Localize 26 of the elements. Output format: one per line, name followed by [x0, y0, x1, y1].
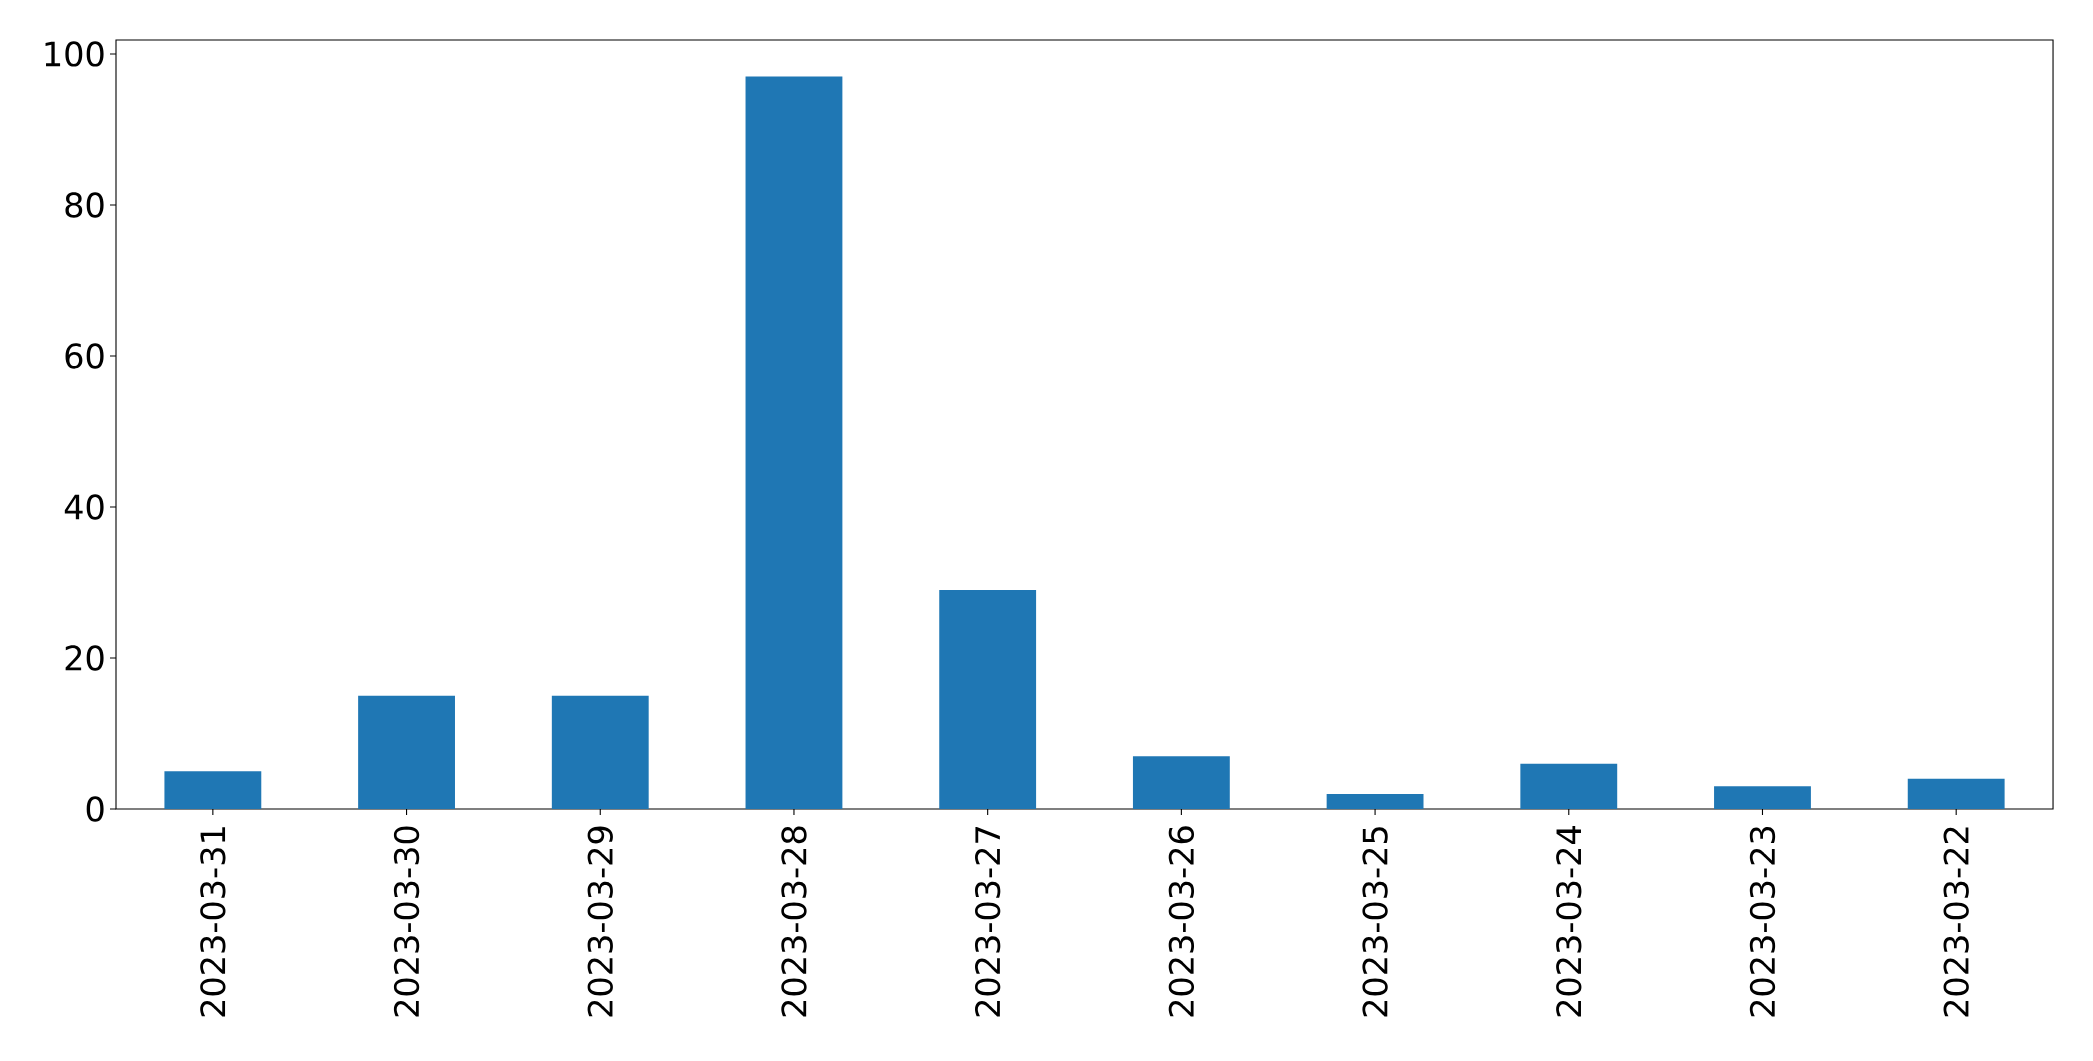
bar [745, 76, 843, 809]
x-tick-label: 2023-03-25 [1362, 827, 1388, 1017]
y-tick-label: 0 [86, 796, 104, 822]
x-tick-label: 2023-03-23 [1749, 826, 1776, 1017]
bar [1907, 778, 2005, 809]
x-tick-label: 2023-03-28 [781, 826, 807, 1017]
x-tick-label: 2023-03-24 [1556, 826, 1582, 1017]
bar [939, 590, 1037, 809]
x-tick-label: 2023-03-30 [393, 826, 420, 1017]
x-tick-label: 2023-03-31 [200, 827, 226, 1017]
x-tick-label: 2023-03-27 [975, 827, 1001, 1017]
bar [164, 771, 262, 809]
bar [1132, 756, 1230, 809]
y-tick-label: 20 [65, 645, 104, 671]
bar [551, 695, 649, 809]
y-tick-label: 40 [64, 494, 104, 520]
y-tick-label: 100 [45, 41, 104, 67]
bar [1714, 786, 1811, 809]
bar [1326, 793, 1424, 809]
y-tick-label: 80 [65, 192, 104, 218]
x-tick-label: 2023-03-22 [1943, 827, 1969, 1017]
y-tick-label: 60 [65, 343, 104, 369]
bar [358, 695, 455, 809]
x-tick-label: 2023-03-26 [1168, 826, 1195, 1017]
x-tick-label: 2023-03-29 [587, 826, 613, 1017]
bar [1520, 763, 1618, 809]
